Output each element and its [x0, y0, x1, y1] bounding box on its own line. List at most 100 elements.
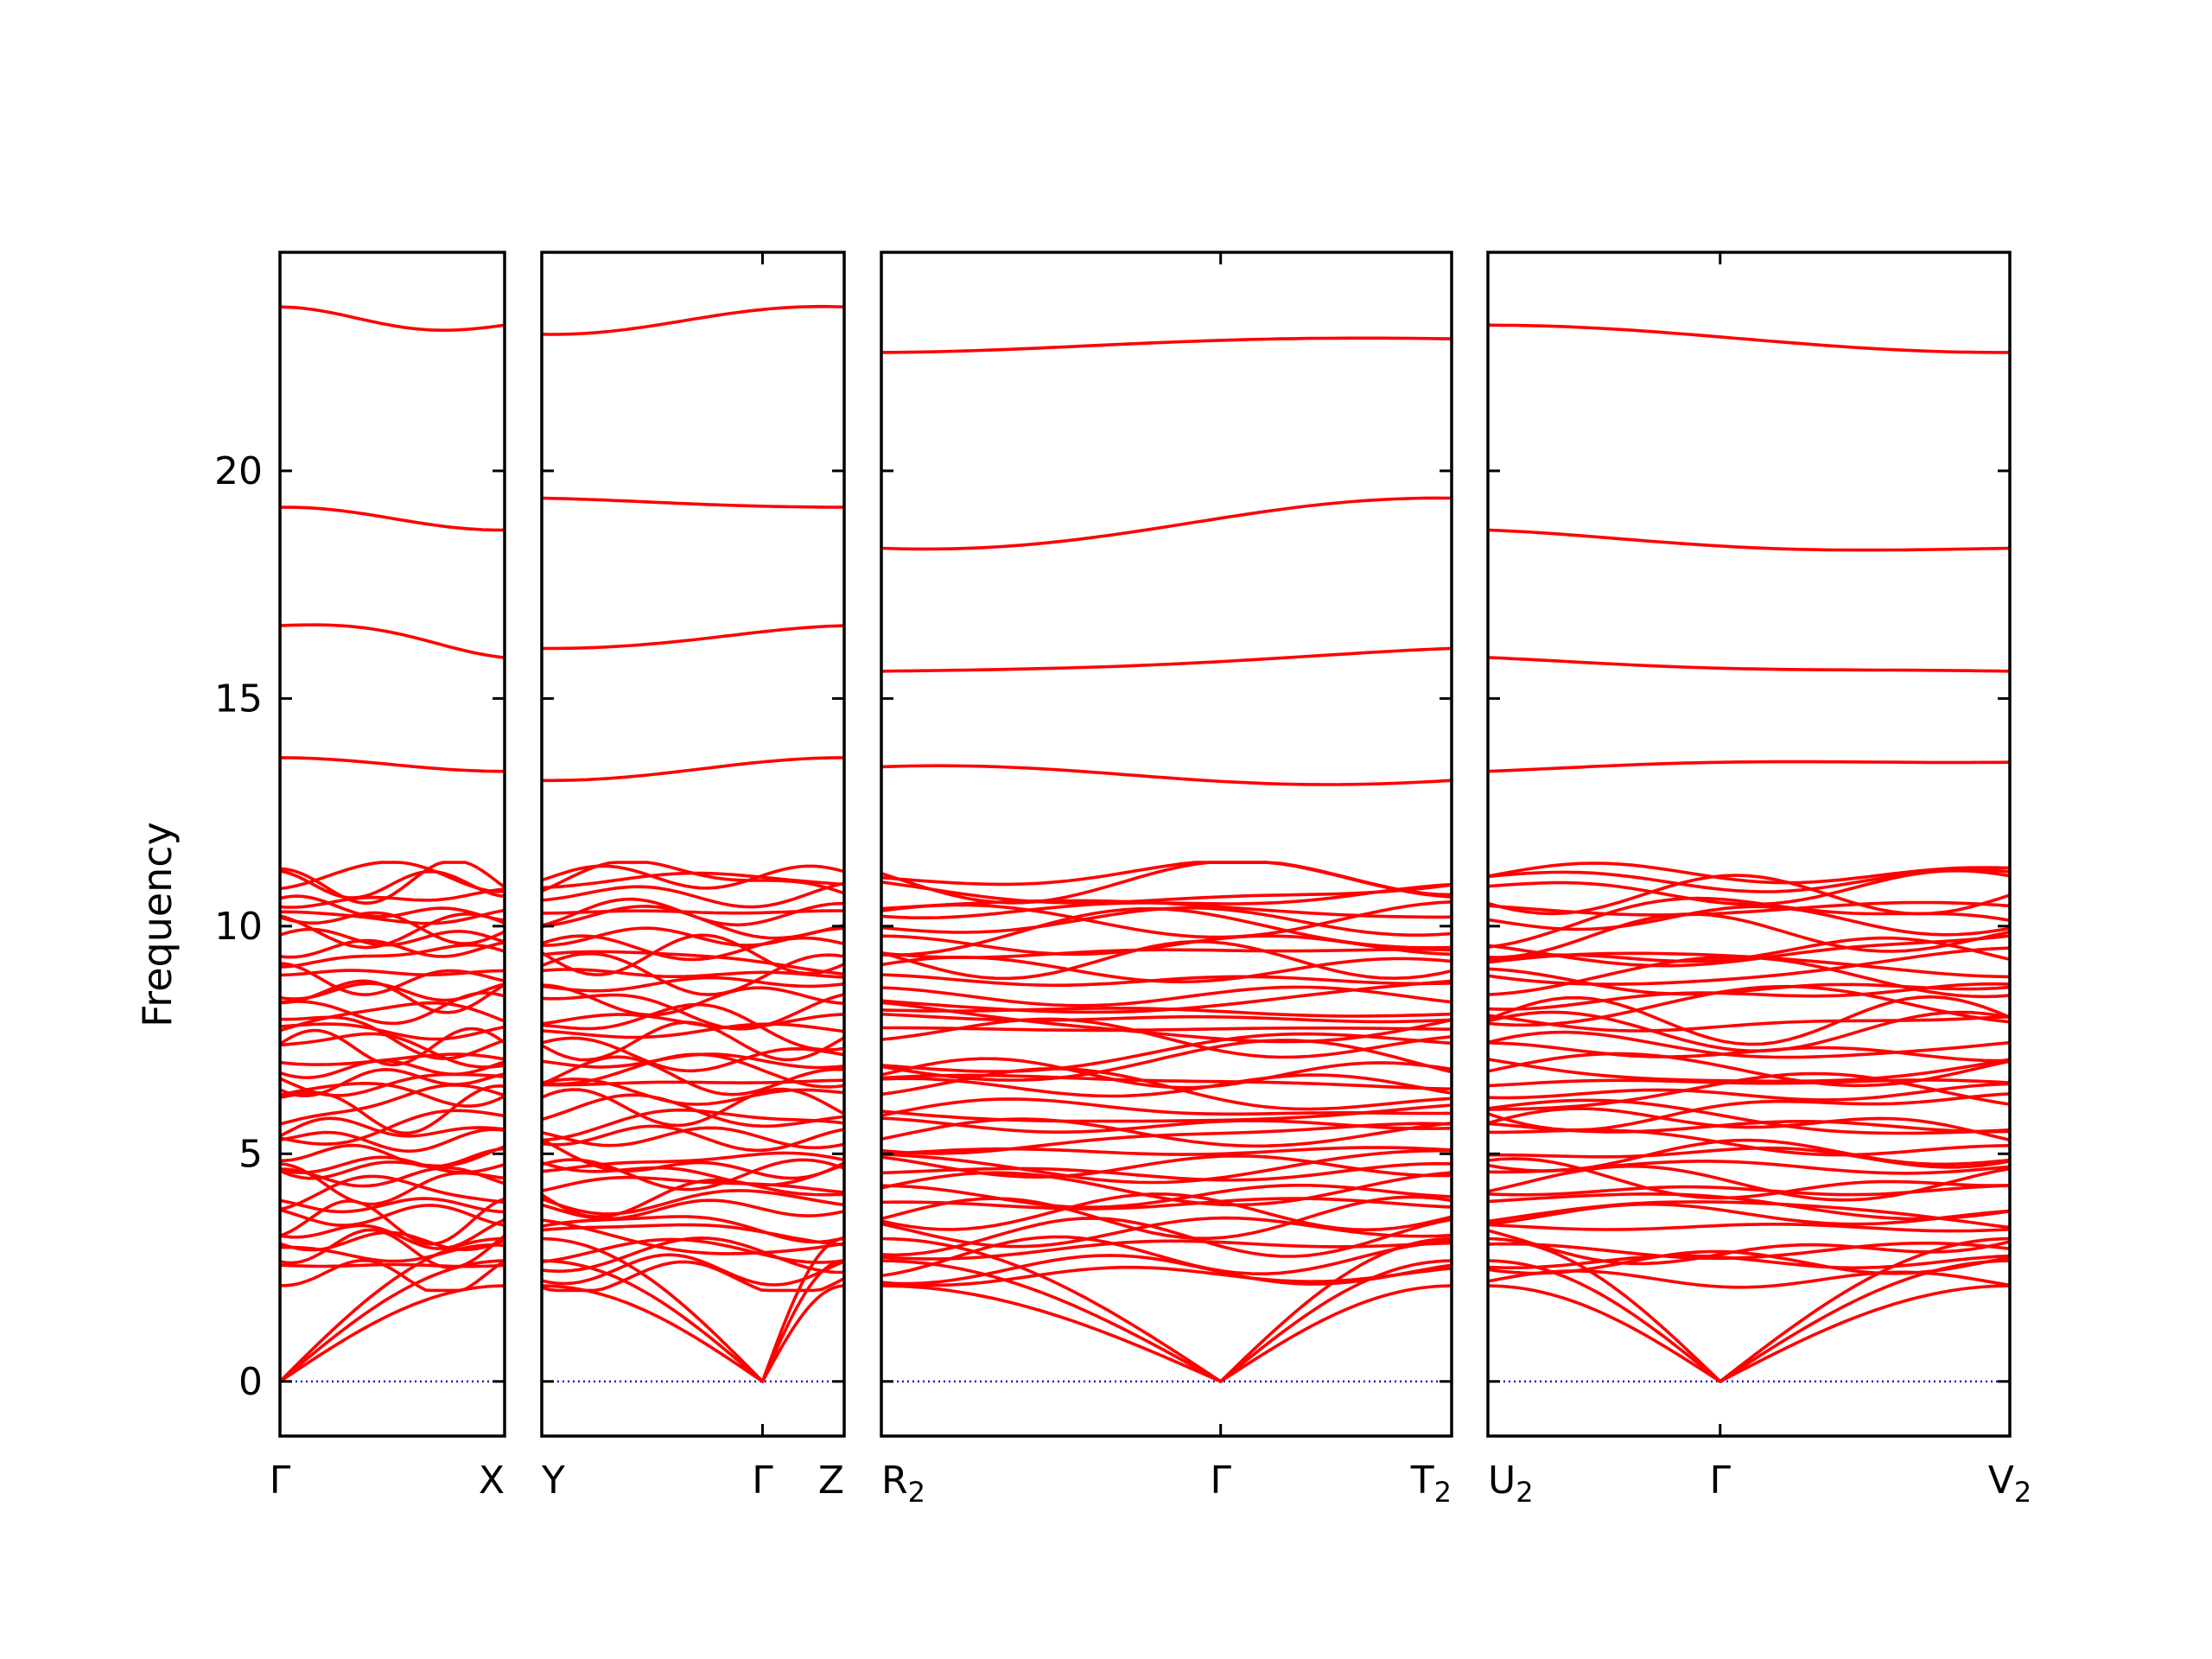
bands	[280, 305, 505, 1383]
bands	[1488, 323, 2010, 1383]
optical-band	[280, 756, 505, 773]
dense-band	[542, 871, 844, 890]
x-tick-label-end: Z	[818, 1459, 844, 1503]
acoustic-branch	[881, 1236, 1223, 1383]
dense-band	[881, 1097, 1452, 1117]
dense-band	[542, 897, 844, 927]
dense-band	[542, 1158, 844, 1192]
x-tick-label-gamma: Γ	[1710, 1459, 1732, 1503]
dense-band	[542, 1160, 844, 1187]
dense-band	[1488, 1229, 2010, 1266]
x-tick-label-start: R2	[881, 1459, 925, 1509]
dense-band	[1488, 905, 2010, 937]
dense-band	[881, 906, 1452, 937]
x-tick-label-start: Y	[541, 1459, 565, 1503]
acoustic-branch	[280, 1259, 505, 1383]
dense-band	[1488, 984, 2010, 1027]
dense-band	[542, 1189, 844, 1216]
dense-band	[280, 1015, 505, 1060]
dense-band	[280, 1022, 505, 1041]
acoustic-branch	[1218, 1259, 1452, 1383]
dense-band	[1488, 1269, 2010, 1289]
dense-band	[1488, 1030, 2010, 1059]
dense-band	[881, 1195, 1452, 1240]
dense-band	[1488, 946, 2010, 986]
dense-band	[542, 1237, 844, 1264]
x-tick-label-start: Γ	[270, 1459, 291, 1503]
dense-band	[542, 1052, 844, 1070]
panel-frame	[1486, 251, 2012, 1438]
dense-band	[280, 1068, 505, 1097]
dense-band	[280, 1174, 505, 1211]
dense-band	[280, 1145, 505, 1180]
dense-band	[881, 1154, 1452, 1179]
acoustic-branch	[1719, 1236, 2010, 1383]
dense-band	[1488, 1241, 2010, 1261]
dense-band	[881, 1026, 1452, 1033]
y-tick-label: 20	[214, 449, 263, 493]
dense-band	[881, 948, 1452, 959]
dense-band	[542, 1126, 844, 1150]
dense-band	[1488, 1058, 2010, 1084]
dense-band	[542, 1137, 844, 1180]
acoustic-branch	[881, 1259, 1223, 1383]
dense-band	[1488, 1164, 2010, 1202]
y-tick-label: 10	[214, 905, 263, 949]
dense-band	[881, 1254, 1452, 1286]
dense-band	[1488, 1192, 2010, 1221]
acoustic-branch	[1719, 1259, 2010, 1383]
dense-band	[881, 1012, 1452, 1024]
panel-3: Γ R2 T2	[880, 251, 1453, 1509]
y-tick-label: 5	[238, 1132, 263, 1176]
dense-band	[280, 1052, 505, 1066]
x-tick-label-gamma: Γ	[752, 1459, 773, 1503]
dense-band	[280, 1109, 505, 1146]
optical-band	[881, 646, 1452, 673]
dense-band	[280, 861, 505, 893]
dense-band	[1488, 861, 2010, 885]
dense-band	[542, 1253, 844, 1287]
dense-band	[881, 1217, 1452, 1258]
dense-band	[280, 1116, 505, 1138]
panel-frame	[880, 251, 1453, 1438]
dense-band	[881, 1001, 1452, 1044]
dense-band	[1488, 1200, 2010, 1230]
optical-band	[542, 624, 844, 651]
dense-band	[1488, 934, 2010, 968]
dense-band	[542, 1093, 844, 1128]
dense-band	[881, 1057, 1452, 1090]
dense-band	[881, 1265, 1452, 1287]
dense-band	[542, 951, 844, 996]
x-tick-label-start: U2	[1488, 1459, 1534, 1509]
dense-band	[280, 894, 505, 922]
acoustic-branch	[542, 1236, 765, 1383]
dense-band	[542, 983, 844, 1017]
x-tick-label-end: T2	[1410, 1459, 1452, 1509]
dense-band	[280, 943, 505, 969]
dense-band	[881, 1148, 1452, 1185]
optical-band	[542, 304, 844, 336]
dense-band	[881, 1216, 1452, 1249]
dense-band	[280, 887, 505, 909]
optical-band	[1488, 760, 2010, 773]
acoustic-branch	[760, 1259, 844, 1383]
acoustic-branch	[1218, 1236, 1452, 1383]
acoustic-branch	[881, 1284, 1223, 1383]
dense-band	[542, 1215, 844, 1244]
dense-band	[881, 1039, 1452, 1082]
optical-band	[542, 496, 844, 509]
dense-band	[1488, 868, 2010, 893]
dense-band	[1488, 1052, 2010, 1088]
optical-band	[1488, 528, 2010, 552]
dense-band	[881, 1197, 1452, 1211]
dense-band	[280, 982, 505, 1002]
dense-band	[1488, 1184, 2010, 1197]
dense-band	[542, 881, 844, 909]
dense-band	[542, 1223, 844, 1247]
dense-band	[280, 969, 505, 977]
bands	[542, 304, 844, 1383]
dense-band	[881, 880, 1452, 905]
dense-band	[280, 1243, 505, 1263]
dense-band	[881, 1032, 1452, 1073]
